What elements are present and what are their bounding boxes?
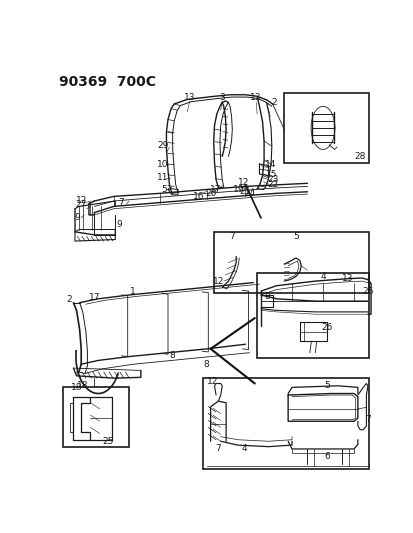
Text: 13: 13 bbox=[183, 93, 195, 102]
Text: 90369  700C: 90369 700C bbox=[59, 75, 156, 88]
Text: 1: 1 bbox=[130, 287, 136, 296]
Text: 7: 7 bbox=[229, 232, 235, 241]
Text: 7: 7 bbox=[119, 198, 124, 207]
Text: 6: 6 bbox=[323, 452, 329, 461]
Text: 8: 8 bbox=[263, 292, 269, 301]
Text: 18: 18 bbox=[77, 381, 88, 390]
Text: 13: 13 bbox=[341, 273, 353, 282]
Text: 2: 2 bbox=[66, 295, 71, 304]
Text: 26: 26 bbox=[361, 287, 373, 296]
Text: 19: 19 bbox=[232, 185, 244, 194]
Text: 25: 25 bbox=[102, 437, 113, 446]
Text: 29: 29 bbox=[157, 141, 168, 150]
Text: 5: 5 bbox=[161, 185, 166, 194]
Text: 8: 8 bbox=[203, 360, 209, 369]
Text: 17: 17 bbox=[88, 293, 100, 302]
Text: 8: 8 bbox=[169, 351, 174, 360]
Text: 9: 9 bbox=[74, 213, 80, 222]
Text: 28: 28 bbox=[354, 152, 365, 161]
Text: 27: 27 bbox=[75, 200, 87, 209]
Text: 22: 22 bbox=[266, 180, 278, 189]
Text: 7: 7 bbox=[364, 415, 370, 424]
Text: 14: 14 bbox=[265, 159, 276, 168]
Text: 23: 23 bbox=[266, 175, 278, 184]
Text: 7: 7 bbox=[214, 445, 220, 454]
Text: 12: 12 bbox=[207, 377, 218, 386]
Text: 4: 4 bbox=[240, 445, 246, 454]
Bar bbox=[256, 273, 369, 358]
Text: 5: 5 bbox=[323, 381, 329, 390]
Text: 26: 26 bbox=[320, 323, 332, 332]
Text: 16: 16 bbox=[193, 192, 204, 201]
Text: 11: 11 bbox=[157, 173, 168, 182]
Text: 12: 12 bbox=[75, 196, 87, 205]
Text: 12: 12 bbox=[212, 277, 223, 286]
Text: 3: 3 bbox=[219, 93, 225, 102]
Text: 4: 4 bbox=[319, 272, 325, 281]
Text: 2: 2 bbox=[271, 98, 276, 107]
Text: 21: 21 bbox=[239, 187, 251, 196]
Bar bbox=[202, 378, 369, 469]
Text: 20: 20 bbox=[204, 189, 216, 198]
Text: 5: 5 bbox=[292, 232, 298, 241]
Text: 18: 18 bbox=[71, 383, 82, 392]
Text: 24: 24 bbox=[244, 189, 255, 198]
Text: 10: 10 bbox=[157, 159, 168, 168]
Bar bbox=[284, 93, 369, 163]
Bar bbox=[63, 387, 129, 447]
Text: 15: 15 bbox=[266, 169, 277, 179]
Text: 13: 13 bbox=[249, 93, 261, 102]
Bar bbox=[214, 232, 369, 294]
Text: 17: 17 bbox=[209, 185, 221, 194]
Text: 9: 9 bbox=[116, 220, 122, 229]
Text: 12: 12 bbox=[238, 178, 249, 187]
